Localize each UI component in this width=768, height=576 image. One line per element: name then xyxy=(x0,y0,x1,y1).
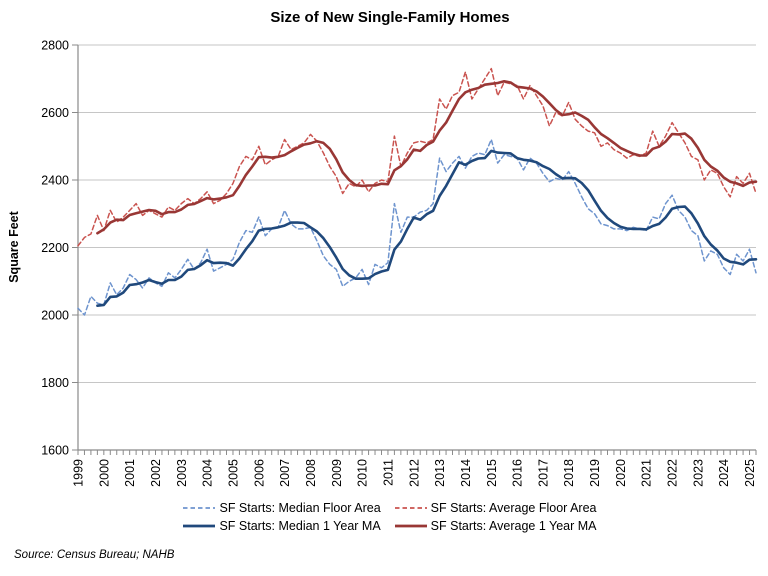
x-tick-label: 2008 xyxy=(304,459,318,487)
x-tick-label: 2018 xyxy=(562,459,576,487)
x-tick-label: 2019 xyxy=(588,459,602,487)
x-tick-label: 2009 xyxy=(330,459,344,487)
legend-label: SF Starts: Median Floor Area xyxy=(219,501,381,515)
solid-blue-line-swatch xyxy=(183,524,216,528)
x-tick-label: 2010 xyxy=(356,459,370,487)
y-tick-label: 2800 xyxy=(41,39,69,53)
x-tick-label: 2005 xyxy=(226,459,240,487)
legend-label: SF Starts: Average 1 Year MA xyxy=(430,519,597,533)
legend-item-median-1yr-ma: SF Starts: Median 1 Year MA xyxy=(183,519,381,533)
x-tick-label: 2017 xyxy=(536,459,550,487)
legend-label: SF Starts: Median 1 Year MA xyxy=(219,519,381,533)
series-median-floor-area xyxy=(77,138,757,316)
plot-area: 1600 1800 2000 2200 2400 2600 2800 1999 2000 2001… xyxy=(41,39,758,487)
y-tick-label: 1800 xyxy=(41,376,69,390)
y-tick-label: 1600 xyxy=(41,444,69,458)
solid-red-line-swatch xyxy=(394,524,427,528)
legend-row-quarterly: SF Starts: Median Floor Area SF Starts: … xyxy=(183,501,597,515)
x-tick-label: 2025 xyxy=(743,459,757,487)
dashed-red-line-swatch xyxy=(394,507,427,509)
legend-item-average-floor-area: SF Starts: Average Floor Area xyxy=(394,501,597,515)
x-tick-label: 2020 xyxy=(614,459,628,487)
x-tick-label: 2011 xyxy=(381,459,395,486)
x-tick-label: 2016 xyxy=(511,459,525,487)
source-note: Source: Census Bureau; NAHB xyxy=(14,549,175,561)
legend-row-moving-average: SF Starts: Median 1 Year MA SF Starts: A… xyxy=(183,519,597,533)
x-tick-label: 2015 xyxy=(485,459,499,487)
x-tick-label: 1999 xyxy=(72,459,86,487)
x-tick-label: 2024 xyxy=(717,459,731,487)
dashed-blue-line-swatch xyxy=(183,507,216,509)
x-tick-label: 2013 xyxy=(433,459,447,487)
legend-item-average-1yr-ma: SF Starts: Average 1 Year MA xyxy=(394,519,597,533)
x-tick-label: 2003 xyxy=(175,459,189,487)
series-median-1yr-ma xyxy=(96,149,758,307)
x-tick-label: 2004 xyxy=(201,459,215,487)
x-tick-label: 2023 xyxy=(691,459,705,487)
legend: SF Starts: Median Floor Area SF Starts: … xyxy=(60,501,720,533)
x-tick-label: 2006 xyxy=(252,459,266,487)
series-average-1yr-ma xyxy=(96,80,758,235)
legend-label: SF Starts: Average Floor Area xyxy=(430,501,597,515)
y-tick-label: 2600 xyxy=(41,106,69,120)
x-tick-label: 2021 xyxy=(640,459,654,487)
x-tick-label: 2014 xyxy=(459,459,473,487)
y-tick-label: 2200 xyxy=(41,241,69,255)
x-tick-label: 2000 xyxy=(97,459,111,487)
chart-title: Size of New Single-Family Homes xyxy=(270,9,510,26)
x-tick-label: 2002 xyxy=(149,459,163,487)
x-tick-label: 2001 xyxy=(123,459,137,487)
y-tick-label: 2000 xyxy=(41,309,69,323)
x-tick-label: 2012 xyxy=(407,459,421,487)
x-tick-label: 2022 xyxy=(666,459,680,487)
legend-item-median-floor-area: SF Starts: Median Floor Area xyxy=(183,501,381,515)
x-tick-label: 2007 xyxy=(278,459,292,487)
y-tick-label: 2400 xyxy=(41,174,69,188)
